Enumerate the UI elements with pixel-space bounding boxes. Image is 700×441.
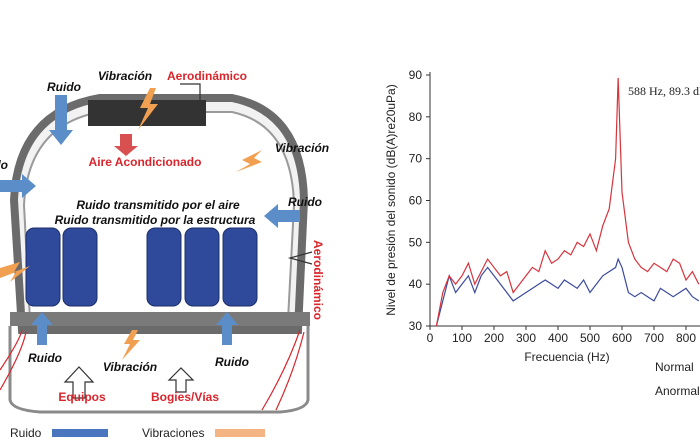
label: Bogies/Vías [151,390,219,404]
label: Equipos [58,390,106,404]
arrow [180,83,201,100]
label: Ruido transmitido por el aire [76,198,240,212]
label: Ruido transmitido por la estructura [55,213,256,227]
noise-arrows [0,95,300,345]
legend-label: Normal [655,360,694,374]
label: Ruido [0,158,8,172]
label: Ruido [47,80,81,94]
ac-arrow [114,134,138,156]
train-diagram: Vibración Aerodinámico Ruido Aire Acondi… [0,69,329,440]
y-tick-label: 70 [409,152,423,166]
label: Ruido [288,195,322,209]
arrow [275,331,305,411]
x-tick-label: 500 [580,331,600,345]
vibration-bolts [0,88,262,360]
arrow [261,329,301,411]
y-tick-label: 30 [409,319,423,333]
y-tick-label: 90 [409,68,423,82]
arrow [0,174,36,198]
bolt [236,150,262,172]
x-tick-label: 200 [484,331,504,345]
label: Ruido [215,355,249,369]
chart: Nivel de presión del sonido (dB(A)re20uP… [384,68,700,398]
label: Aerodinámico [167,69,247,83]
arrow [31,312,53,345]
label: Vibración [103,360,157,374]
annotation: 588 Hz, 89.3 dB [628,84,700,98]
arrow [49,95,73,145]
bolt [0,262,30,282]
legend-label: Vibraciones [142,426,204,440]
y-tick-label: 40 [409,277,423,291]
legend-swatch [215,429,265,437]
legend-label: Anormal [655,384,700,398]
arrow [216,312,238,345]
arrow [264,204,300,228]
arrow [63,366,95,399]
seat [146,227,182,307]
seat [184,227,220,307]
source-arrows [63,83,313,399]
x-axis-title: Frecuencia (Hz) [524,350,609,364]
y-tick-label: 60 [409,194,423,208]
label: Ruido [28,351,62,365]
label: Aerodinámico [311,240,325,320]
legend-swatch [52,429,108,437]
x-tick-label: 700 [644,331,664,345]
x-tick-label: 800 [676,331,696,345]
x-tick-label: 300 [516,331,536,345]
x-tick-label: 600 [612,331,632,345]
seats [25,227,258,307]
seat [25,227,61,307]
x-tick-label: 400 [548,331,568,345]
seat [222,227,258,307]
arrow [287,251,313,265]
arrow [167,367,195,393]
legend-label: Ruido [10,426,42,440]
label: Vibración [275,141,329,155]
series-line [435,257,700,327]
x-tick-label: 100 [452,331,472,345]
x-tick-label: 0 [427,331,434,345]
label: Vibración [98,69,152,83]
bolt [138,88,158,130]
series-line [435,77,700,327]
y-axis-title: Nivel de presión del sonido (dB(A)re20uP… [384,84,398,315]
y-tick-label: 50 [409,235,423,249]
seat [62,227,98,307]
arrow [0,329,23,371]
label: Aire Acondicionado [89,155,202,169]
underframe [8,326,310,414]
floor [10,312,310,326]
ground-arrows [0,329,305,411]
y-tick-label: 80 [409,110,423,124]
arrow [0,331,27,391]
bolt [122,330,140,360]
